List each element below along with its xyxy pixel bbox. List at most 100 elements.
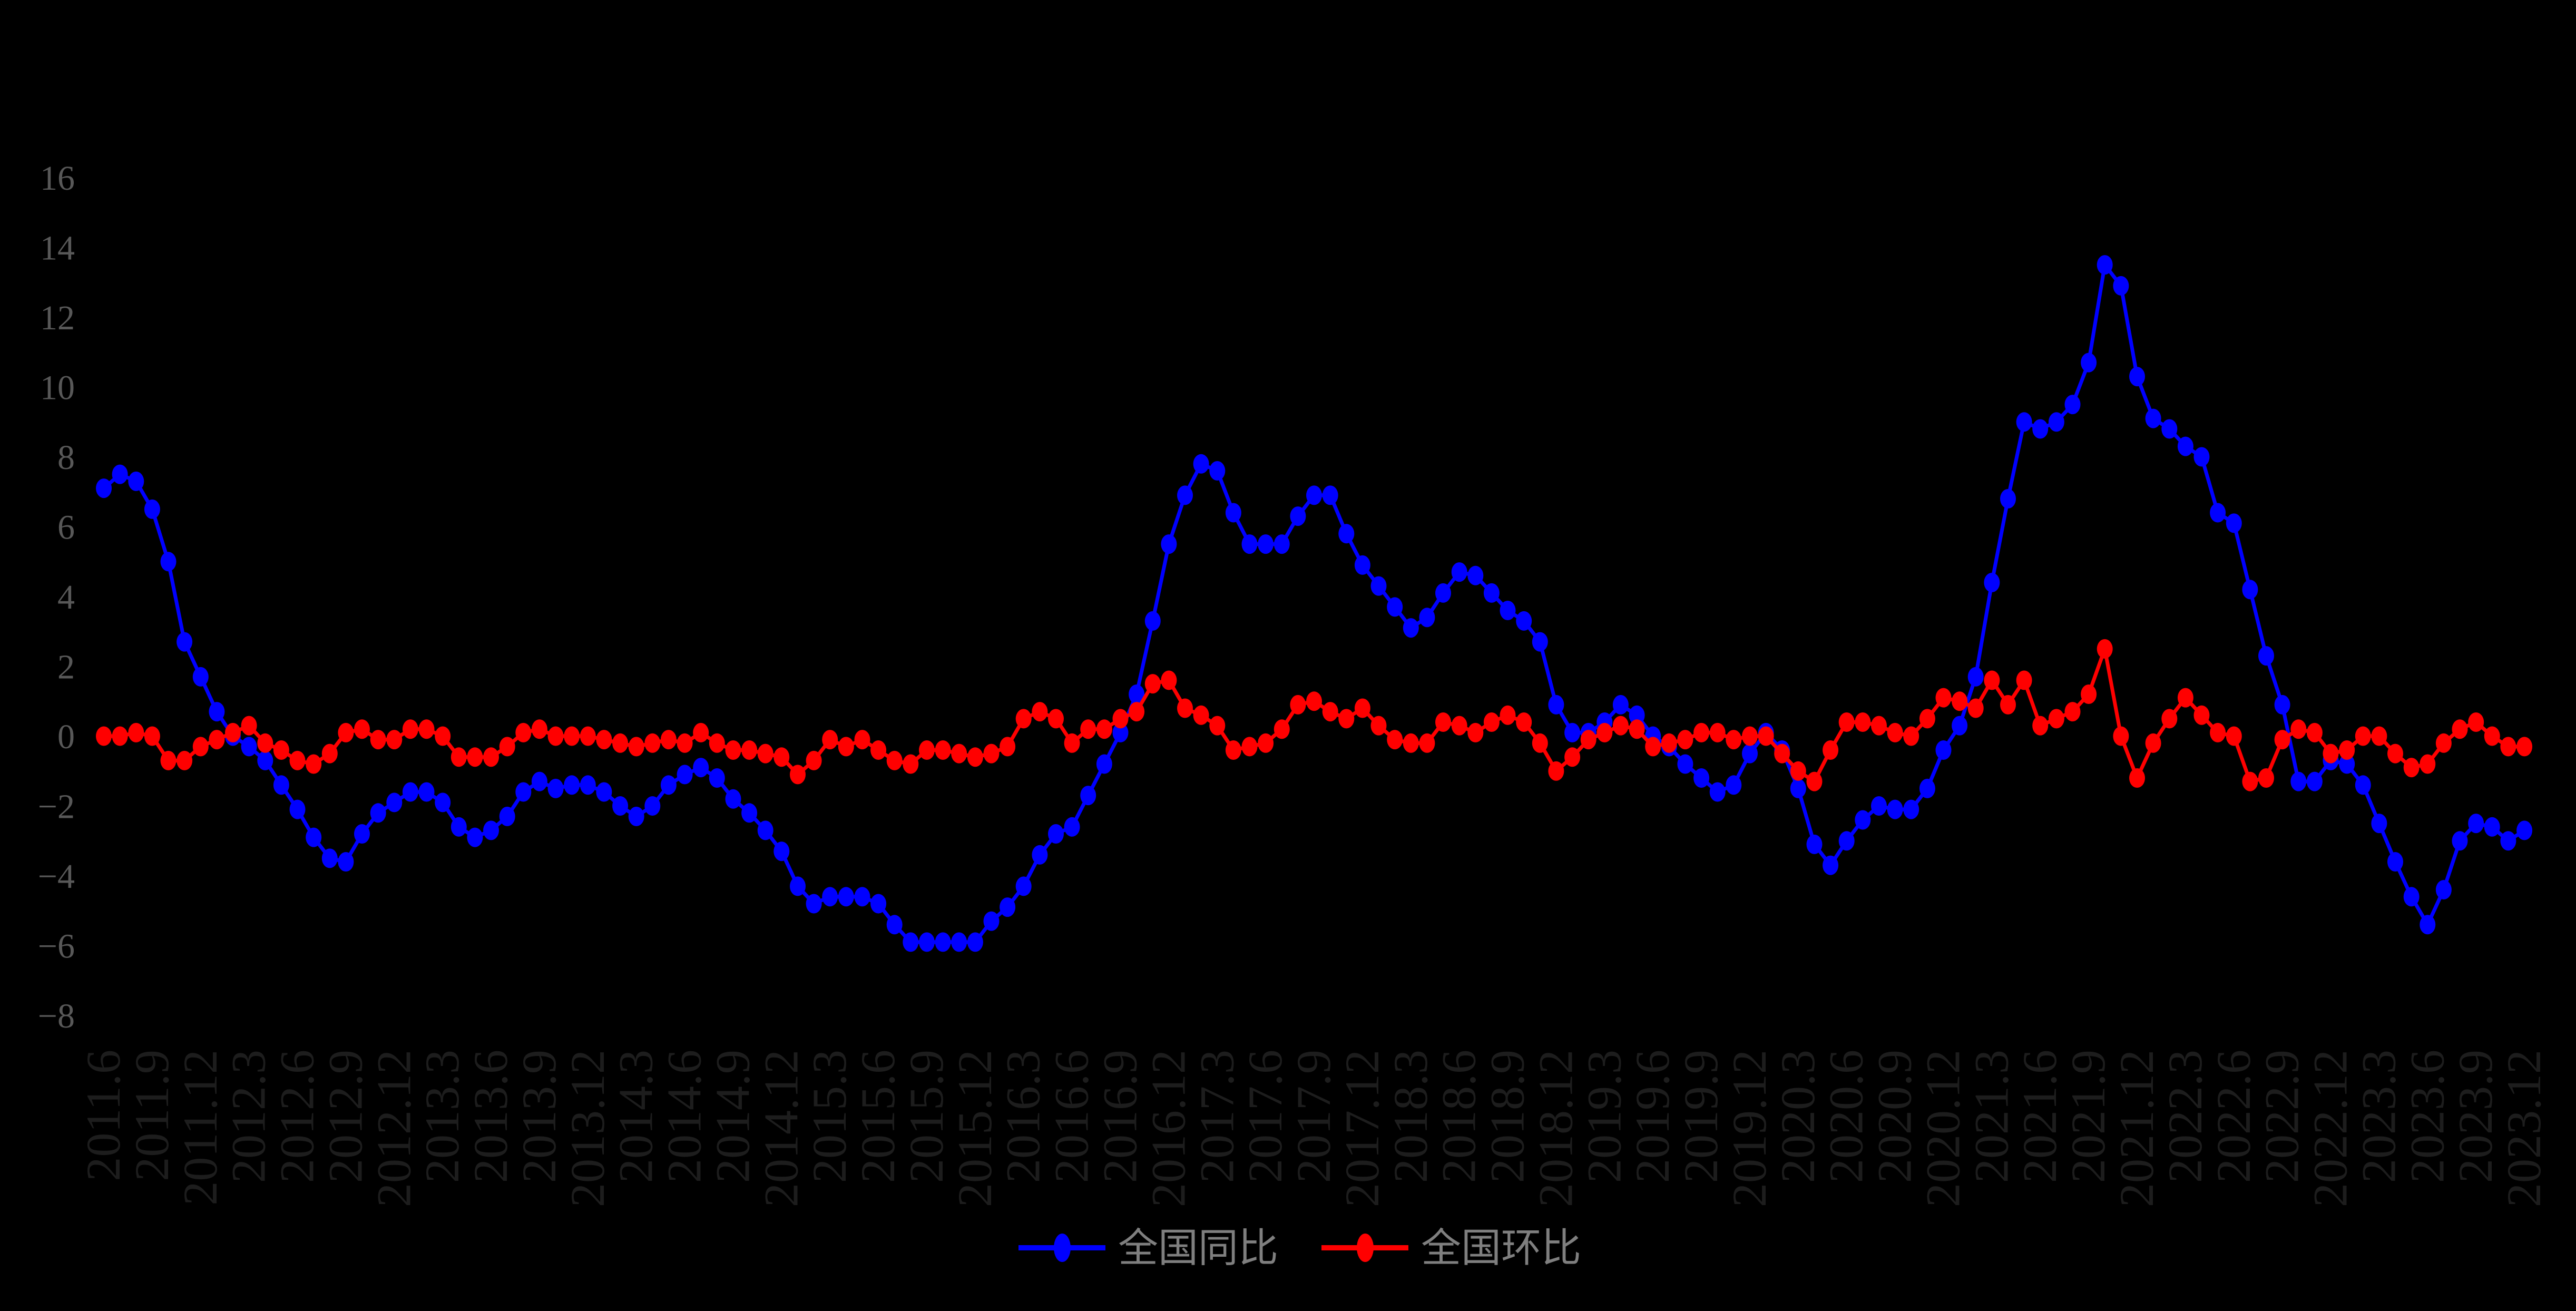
data-point-marker: [2387, 852, 2403, 872]
data-point-marker: [1354, 698, 1370, 718]
data-point-marker: [2306, 771, 2323, 791]
x-tick-label: 2014.9: [706, 1050, 759, 1183]
data-point-marker: [515, 722, 532, 742]
data-point-marker: [967, 932, 983, 952]
data-point-marker: [2210, 503, 2226, 523]
data-point-marker: [1451, 716, 1467, 736]
data-point-marker: [338, 722, 354, 742]
data-point-marker: [1354, 555, 1370, 575]
y-tick-label: 4: [57, 578, 75, 617]
data-point-marker: [1032, 845, 1048, 865]
data-point-marker: [1209, 461, 1226, 481]
y-tick-label: 0: [57, 718, 75, 756]
data-point-marker: [547, 726, 564, 746]
x-axis-labels: 2011.62011.92011.122012.32012.62012.9201…: [76, 1050, 2551, 1207]
y-tick-label: 14: [40, 229, 75, 268]
data-point-marker: [1161, 534, 1177, 554]
data-point-marker: [499, 737, 515, 757]
y-tick-label: 10: [40, 369, 75, 407]
data-point-marker: [2290, 719, 2307, 739]
data-point-marker: [1177, 698, 1193, 718]
data-point-marker: [709, 733, 725, 753]
data-point-marker: [2355, 775, 2371, 795]
x-tick-label: 2015.6: [851, 1050, 905, 1183]
data-point-marker: [1032, 702, 1048, 722]
mom-line: [104, 647, 2525, 784]
data-point-marker: [354, 824, 370, 844]
data-point-marker: [2048, 412, 2064, 432]
data-point-marker: [1984, 573, 2000, 592]
data-point-marker: [1290, 506, 1306, 526]
x-tick-label: 2012.6: [270, 1050, 324, 1183]
data-point-marker: [1612, 716, 1629, 736]
data-point-marker: [1548, 694, 1564, 715]
legend-label-yoy: 全国同比: [1118, 1227, 1278, 1271]
data-point-marker: [1612, 694, 1629, 715]
y-tick-label: −2: [38, 788, 75, 826]
data-point-marker: [1564, 722, 1581, 742]
data-point-marker: [386, 793, 403, 813]
legend: 全国同比 全国环比: [1018, 1227, 1581, 1271]
data-point-marker: [1274, 719, 1290, 739]
data-point-marker: [1467, 565, 1484, 585]
data-point-marker: [580, 775, 596, 795]
x-tick-label: 2015.3: [802, 1050, 856, 1183]
data-point-marker: [2371, 726, 2387, 746]
x-tick-label: 2023.6: [2400, 1050, 2454, 1183]
data-point-marker: [1419, 608, 1435, 628]
x-tick-label: 2023.9: [2448, 1050, 2502, 1183]
x-tick-label: 2019.9: [1674, 1050, 1728, 1183]
y-tick-label: 2: [57, 648, 75, 687]
data-point-marker: [1516, 712, 1532, 732]
data-point-marker: [418, 719, 435, 739]
data-point-marker: [596, 730, 612, 750]
data-point-marker: [483, 820, 499, 840]
data-point-marker: [450, 817, 467, 837]
data-point-marker: [1193, 454, 1209, 474]
data-point-marker: [1742, 743, 1758, 764]
data-point-marker: [96, 478, 112, 498]
data-point-marker: [1483, 712, 1500, 732]
x-tick-label: 2014.3: [609, 1050, 663, 1183]
data-point-marker: [1564, 747, 1581, 767]
data-point-marker: [1952, 691, 1968, 711]
data-point-marker: [112, 726, 128, 746]
data-point-marker: [1967, 667, 1984, 687]
data-point-marker: [2435, 733, 2452, 753]
data-point-marker: [1048, 824, 1064, 844]
x-tick-label: 2022.3: [2158, 1050, 2212, 1183]
data-point-marker: [1903, 799, 1919, 819]
y-tick-label: −8: [38, 997, 75, 1035]
x-tick-label: 2012.12: [367, 1050, 420, 1207]
data-point-marker: [677, 733, 693, 753]
data-point-marker: [2145, 733, 2161, 753]
x-tick-label: 2015.9: [899, 1050, 953, 1183]
data-point-marker: [1370, 576, 1387, 596]
data-point-marker: [644, 733, 661, 753]
data-point-marker: [1403, 733, 1419, 753]
x-tick-label: 2013.3: [415, 1050, 469, 1183]
x-tick-label: 2022.9: [2255, 1050, 2309, 1183]
x-tick-label: 2020.3: [1771, 1050, 1825, 1183]
yoy-series: [96, 255, 2533, 952]
data-point-marker: [580, 726, 596, 746]
data-point-marker: [1677, 754, 1693, 774]
data-point-marker: [1500, 601, 1516, 620]
x-tick-label: 2019.6: [1625, 1050, 1679, 1183]
data-point-marker: [112, 464, 128, 484]
data-point-marker: [2161, 709, 2178, 729]
data-point-marker: [1629, 719, 1645, 739]
data-point-marker: [1322, 702, 1338, 722]
data-point-marker: [1241, 737, 1258, 757]
data-point-marker: [2193, 705, 2210, 725]
data-point-marker: [2097, 255, 2113, 275]
data-point-marker: [2420, 754, 2436, 774]
data-point-marker: [2403, 887, 2420, 907]
data-point-marker: [1855, 712, 1871, 732]
data-point-marker: [757, 743, 773, 764]
data-point-marker: [854, 887, 870, 907]
data-point-marker: [2500, 737, 2516, 757]
data-point-marker: [2258, 646, 2274, 666]
data-point-marker: [612, 796, 629, 816]
legend-marker-mom-icon: [1357, 1234, 1374, 1262]
